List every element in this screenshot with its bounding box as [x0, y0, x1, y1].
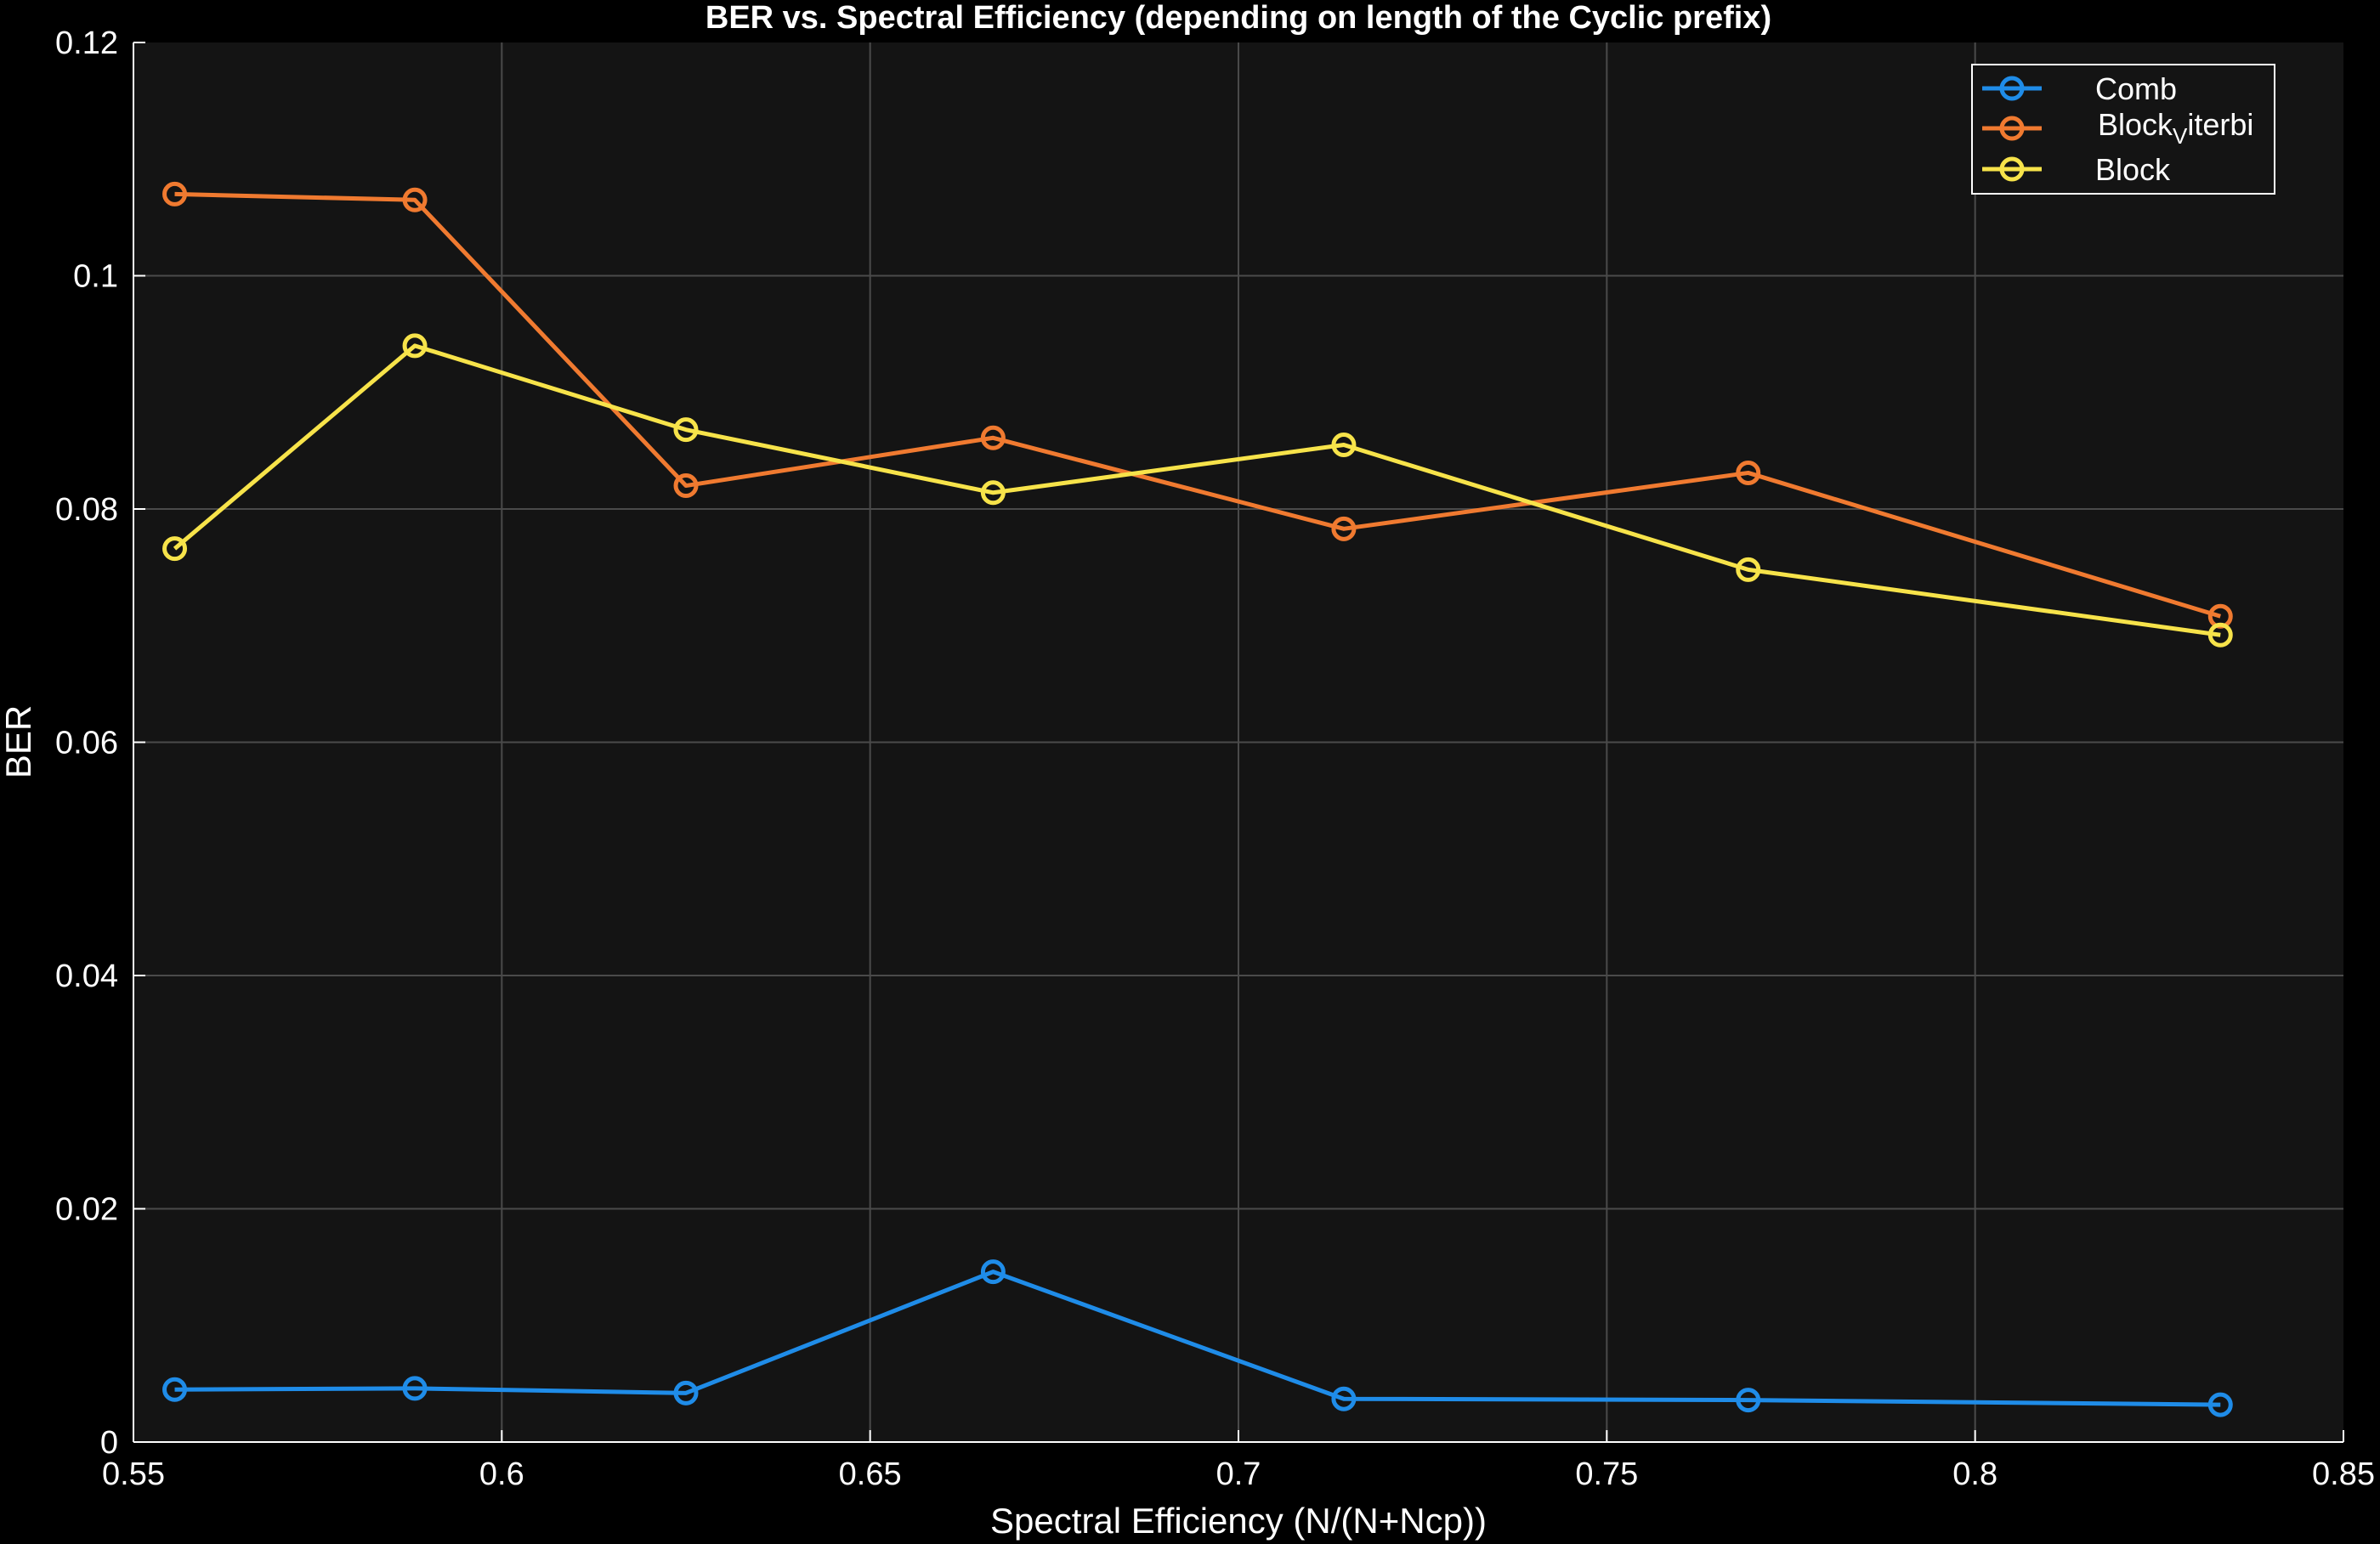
x-tick-label: 0.55 [102, 1456, 165, 1492]
legend-marker-comb [1999, 76, 2025, 101]
data-point-block [162, 536, 188, 562]
data-point-comb [402, 1376, 428, 1401]
data-point-comb [1736, 1388, 1761, 1413]
data-point-block-viterbi [162, 181, 188, 206]
data-point-block [1736, 557, 1761, 582]
x-tick-label: 0.6 [479, 1456, 524, 1492]
x-tick-label: 0.85 [2312, 1456, 2375, 1492]
tick-labels: 0.55 0.6 0.65 0.7 0.75 0.8 0.85 0 0.02 0.04 0.06 0.… [55, 25, 2375, 1492]
data-point-block-viterbi [980, 425, 1006, 450]
chart-title: BER vs. Spectral Efficiency (depending o… [706, 0, 1771, 36]
y-tick-label: 0.12 [55, 25, 118, 61]
data-point-block [402, 333, 428, 359]
data-point-comb [2207, 1392, 2233, 1417]
y-tick-label: 0.08 [55, 492, 118, 528]
y-axis-label: BER [0, 705, 38, 778]
y-tick-label: 0 [100, 1425, 118, 1461]
x-tick-label: 0.75 [1575, 1456, 1638, 1492]
y-tick-label: 0.02 [55, 1192, 118, 1228]
legend: Comb BlockViterbi Block [1971, 64, 2275, 195]
series-block [162, 333, 2233, 648]
legend-label-comb: Comb [2095, 71, 2177, 106]
data-point-comb [673, 1380, 699, 1405]
legend-entry-comb: Comb [1982, 71, 2177, 106]
legend-marker-block-viterbi [1999, 116, 2025, 141]
data-point-block [673, 417, 699, 443]
x-axis-label: Spectral Efficiency (N/(N+Ncp)) [990, 1501, 1487, 1541]
data-point-comb [162, 1377, 188, 1402]
series-block-viterbi [162, 181, 2233, 629]
x-tick-label: 0.7 [1216, 1456, 1261, 1492]
data-point-block-viterbi [673, 473, 699, 499]
x-tick-label: 0.65 [839, 1456, 902, 1492]
legend-marker-block [1999, 156, 2025, 182]
legend-label-block: Block [2095, 152, 2171, 187]
x-tick-label: 0.8 [1952, 1456, 1998, 1492]
series-line-comb [174, 1270, 2221, 1407]
legend-entry-block: Block [1982, 152, 2171, 187]
data-point-block [980, 480, 1006, 506]
data-point-block-viterbi [402, 187, 428, 212]
y-tick-label: 0.04 [55, 959, 118, 994]
series-comb [162, 1259, 2233, 1417]
axes [133, 42, 2344, 1443]
data-point-comb [980, 1259, 1006, 1285]
series-line-block [173, 343, 2221, 637]
data-point-block [1331, 433, 1357, 458]
data-point-block-viterbi [1331, 516, 1357, 541]
data-point-block [2207, 622, 2233, 648]
series-layer [162, 181, 2233, 1417]
y-tick-label: 0.1 [73, 259, 118, 295]
data-point-comb [1331, 1386, 1357, 1411]
series-line-block-viterbi [174, 191, 2221, 619]
legend-entry-block-viterbi: BlockViterbi [1982, 107, 2253, 149]
grid [133, 42, 2343, 1442]
data-point-block-viterbi [1736, 460, 1761, 485]
legend-label-block-viterbi: BlockViterbi [2098, 107, 2253, 149]
y-tick-label: 0.06 [55, 726, 118, 761]
